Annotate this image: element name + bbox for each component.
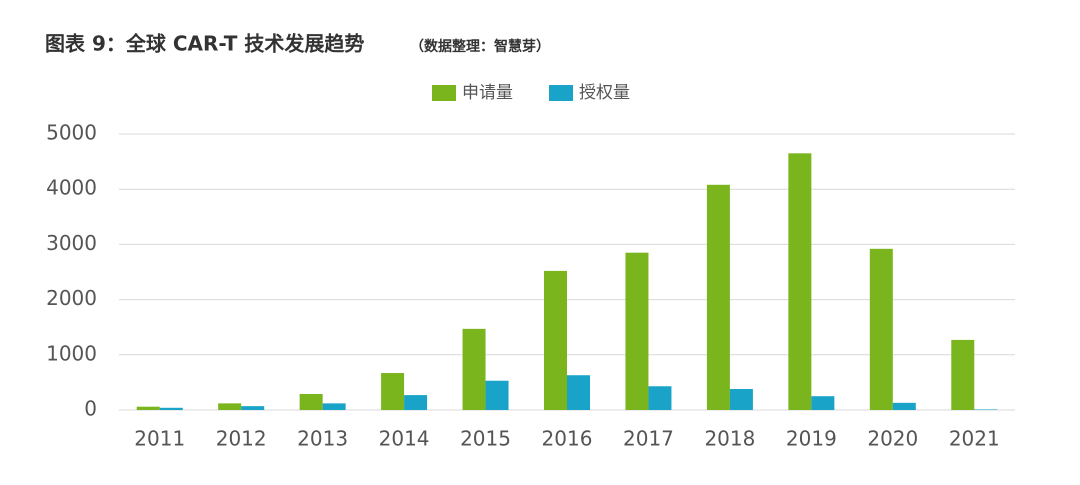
y-tick-label: 2000 bbox=[46, 286, 97, 310]
legend-swatch bbox=[432, 85, 456, 101]
y-tick-label: 4000 bbox=[46, 176, 97, 200]
chart-title: 图表 9：全球 CAR-T 技术发展趋势 bbox=[45, 32, 364, 56]
bar bbox=[951, 339, 975, 410]
x-tick-label: 2016 bbox=[542, 427, 593, 451]
x-tick-label: 2013 bbox=[297, 427, 348, 451]
x-tick-label: 2019 bbox=[786, 427, 837, 451]
bar bbox=[218, 403, 242, 410]
bar bbox=[159, 407, 183, 410]
bar bbox=[648, 386, 672, 410]
y-tick-label: 5000 bbox=[46, 121, 97, 145]
legend-label: 申请量 bbox=[462, 83, 513, 103]
bar bbox=[544, 270, 567, 410]
x-tick-label: 2014 bbox=[379, 427, 430, 451]
bar bbox=[869, 248, 893, 410]
bar bbox=[462, 328, 486, 410]
bar bbox=[706, 184, 730, 410]
y-tick-label: 0 bbox=[84, 397, 97, 421]
bar bbox=[322, 403, 346, 410]
bar bbox=[136, 406, 160, 410]
x-tick-label: 2020 bbox=[867, 427, 918, 451]
bar bbox=[892, 402, 916, 410]
bar bbox=[625, 252, 649, 410]
bar bbox=[241, 406, 265, 410]
bar bbox=[381, 373, 405, 410]
bar bbox=[567, 375, 590, 410]
x-tick-label: 2011 bbox=[134, 427, 185, 451]
bar bbox=[811, 396, 835, 410]
chart-subtitle: （数据整理：智慧芽） bbox=[410, 38, 550, 55]
bar bbox=[404, 395, 428, 410]
x-tick-label: 2021 bbox=[949, 427, 1000, 451]
bar bbox=[788, 153, 812, 410]
legend-label: 授权量 bbox=[579, 83, 630, 103]
bar bbox=[974, 409, 998, 410]
x-tick-label: 2012 bbox=[216, 427, 267, 451]
legend-swatch bbox=[549, 85, 573, 101]
bar bbox=[729, 389, 753, 410]
x-tick-label: 2017 bbox=[623, 427, 674, 451]
x-tick-label: 2015 bbox=[460, 427, 511, 451]
y-tick-label: 1000 bbox=[46, 341, 97, 365]
y-tick-label: 3000 bbox=[46, 231, 97, 255]
x-tick-label: 2018 bbox=[704, 427, 755, 451]
bar bbox=[485, 380, 509, 410]
bar bbox=[299, 393, 323, 410]
